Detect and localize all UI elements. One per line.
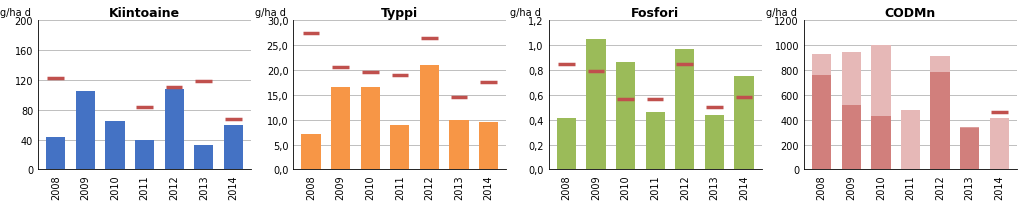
Bar	[165, 89, 183, 170]
Bar	[450, 120, 469, 170]
Title: Kiintoaine: Kiintoaine	[109, 7, 180, 20]
Bar	[961, 128, 979, 170]
Bar	[224, 125, 243, 170]
Bar	[812, 54, 831, 170]
Bar	[135, 140, 155, 170]
Bar	[901, 110, 921, 170]
Bar	[705, 115, 724, 170]
Bar	[734, 77, 754, 170]
Bar	[360, 88, 380, 170]
Text: g/ha d: g/ha d	[0, 8, 31, 18]
Bar	[812, 76, 831, 170]
Bar	[301, 134, 321, 170]
Bar	[105, 121, 125, 170]
Bar	[842, 105, 861, 170]
Bar	[989, 119, 1009, 170]
Bar	[76, 92, 95, 170]
Title: Typpi: Typpi	[381, 7, 419, 20]
Bar	[675, 49, 694, 170]
Bar	[842, 53, 861, 170]
Bar	[195, 145, 213, 170]
Title: CODMn: CODMn	[885, 7, 936, 20]
Text: g/ha d: g/ha d	[255, 8, 286, 18]
Bar	[479, 123, 499, 170]
Bar	[931, 57, 949, 170]
Text: g/ha d: g/ha d	[766, 8, 797, 18]
Bar	[420, 66, 439, 170]
Bar	[46, 138, 66, 170]
Bar	[871, 46, 891, 170]
Bar	[931, 73, 949, 170]
Bar	[871, 116, 891, 170]
Bar	[390, 125, 410, 170]
Bar	[557, 119, 575, 170]
Title: Fosfori: Fosfori	[631, 7, 679, 20]
Text: g/ha d: g/ha d	[510, 8, 541, 18]
Bar	[616, 63, 635, 170]
Bar	[587, 40, 605, 170]
Bar	[331, 88, 350, 170]
Bar	[645, 113, 665, 170]
Bar	[961, 129, 979, 170]
